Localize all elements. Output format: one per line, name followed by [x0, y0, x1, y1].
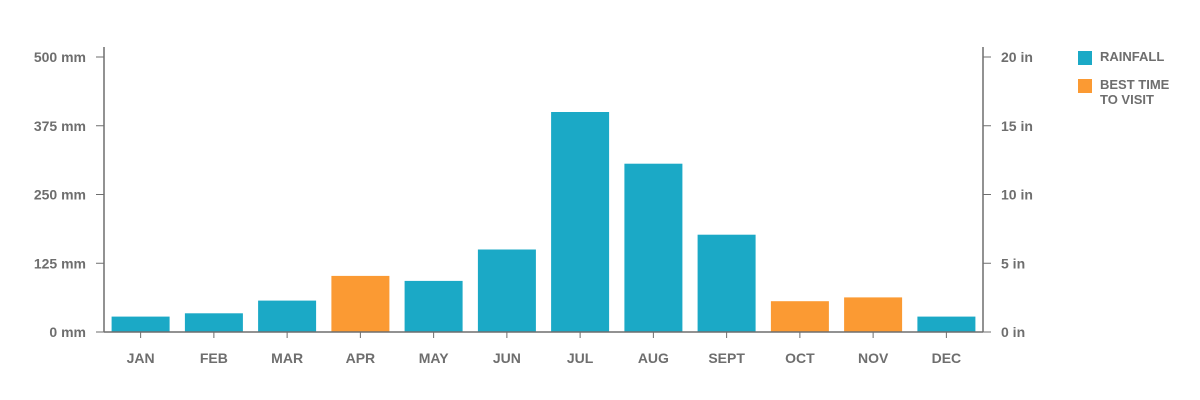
y2-tick-label: 15 in — [1001, 118, 1033, 134]
bar-jan — [111, 316, 170, 332]
legend: RAINFALL BEST TIME TO VISIT — [1078, 49, 1180, 119]
y2-tick-label: 0 in — [1001, 324, 1025, 340]
y-tick-label: 250 mm — [34, 187, 86, 203]
x-ticks-group: JAN FEB MAR APR MAY JUN JUL AUG SEPT OCT NOV DEC — [127, 332, 962, 366]
x-tick-label-jan: JAN — [127, 350, 155, 366]
bars-group — [111, 112, 976, 332]
x-tick-label-aug: AUG — [638, 350, 669, 366]
bar-apr — [331, 275, 390, 332]
x-tick-label-apr: APR — [346, 350, 376, 366]
y-tick-label: 375 mm — [34, 118, 86, 134]
y-ticks-group: 0 mm 125 mm 250 mm 375 mm 500 mm — [34, 49, 104, 340]
bar-jun — [477, 249, 536, 332]
x-tick-label-feb: FEB — [200, 350, 228, 366]
legend-item-rainfall: RAINFALL — [1078, 49, 1180, 65]
bar-jul — [551, 112, 610, 332]
y2-tick-label: 10 in — [1001, 187, 1033, 203]
y2-ticks-group: 0 in 5 in 10 in 15 in 20 in — [983, 49, 1033, 340]
x-tick-label-oct: OCT — [785, 350, 815, 366]
y-tick-label: 0 mm — [49, 324, 86, 340]
y-tick-label: 500 mm — [34, 49, 86, 65]
bar-sept — [697, 234, 756, 332]
y2-tick-label: 20 in — [1001, 49, 1033, 65]
bar-mar — [258, 300, 317, 332]
x-tick-label-mar: MAR — [271, 350, 303, 366]
bar-feb — [184, 313, 243, 332]
x-tick-label-jun: JUN — [493, 350, 521, 366]
bar-dec — [917, 316, 976, 332]
x-tick-label-jul: JUL — [567, 350, 594, 366]
axes-group — [103, 47, 984, 333]
bar-oct — [770, 301, 829, 332]
y-tick-label: 125 mm — [34, 255, 86, 271]
x-tick-label-may: MAY — [419, 350, 449, 366]
legend-swatch-best-time — [1078, 79, 1092, 93]
x-tick-label-nov: NOV — [858, 350, 889, 366]
x-tick-label-sept: SEPT — [708, 350, 745, 366]
legend-swatch-rainfall — [1078, 51, 1092, 65]
x-tick-label-dec: DEC — [932, 350, 962, 366]
legend-label-best-time: BEST TIME TO VISIT — [1100, 77, 1170, 107]
legend-label-rainfall: RAINFALL — [1100, 49, 1165, 64]
bar-may — [404, 280, 463, 332]
y2-tick-label: 5 in — [1001, 255, 1025, 271]
bar-aug — [624, 163, 683, 332]
bar-nov — [844, 297, 903, 332]
legend-item-best-time: BEST TIME TO VISIT — [1078, 77, 1180, 107]
